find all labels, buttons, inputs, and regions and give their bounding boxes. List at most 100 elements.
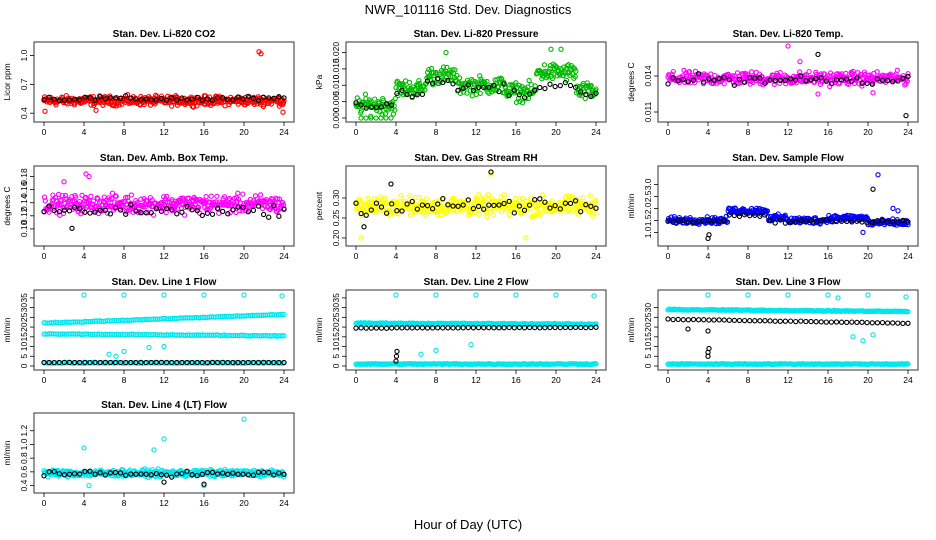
data-point [220,208,226,215]
data-point [143,96,149,102]
data-point [900,75,906,81]
data-point [179,209,185,215]
data-point [392,95,399,102]
data-point [767,77,773,83]
data-point [731,82,738,88]
data-point [121,292,127,298]
data-point [797,58,803,65]
x-tick-label: 20 [551,375,561,385]
data-point [757,75,763,81]
data-point [388,181,394,187]
data-point [388,115,394,121]
data-point [383,101,390,107]
data-point [511,325,517,331]
data-point [394,199,400,205]
data-point [358,102,364,108]
data-point [516,92,523,98]
data-point [549,75,556,82]
data-point [214,193,220,199]
x-tick-label: 20 [863,127,873,137]
data-point [353,100,359,106]
data-point [230,207,236,213]
data-point [818,75,824,81]
data-point [445,325,451,331]
x-tick-label: 4 [82,251,87,261]
data-point [276,94,282,100]
data-point [864,80,870,86]
data-point [748,69,755,75]
chart-title: Stan. Dev. Line 2 Flow [424,277,529,288]
data-point [76,201,82,207]
data-point [690,316,697,323]
data-point [890,78,896,85]
x-tick-label: 16 [199,498,209,508]
data-point [835,295,841,301]
data-point [519,100,526,106]
data-point [112,204,119,211]
data-point [869,81,875,87]
data-point [148,97,154,103]
data-point [777,318,783,324]
data-point [250,95,257,102]
y-tick-label: 0.12 [19,207,29,224]
data-point [437,79,443,85]
y-tick-label: 0.30 [331,189,341,206]
data-point [588,93,594,100]
x-tick-label: 12 [471,251,481,261]
data-point [874,320,881,326]
data-point [371,196,378,202]
data-point [726,77,732,83]
data-point [419,325,426,331]
data-point [119,199,125,205]
data-point [200,198,206,204]
data-point [60,210,67,217]
data-point [392,107,398,113]
data-point [373,115,379,121]
data-point [443,49,449,56]
data-point [130,209,136,215]
data-point [741,317,748,324]
data-point [726,317,732,323]
x-tick-label: 16 [199,375,209,385]
data-point [879,77,886,84]
data-point [548,46,554,52]
data-point [815,91,821,97]
data-point [214,205,221,212]
data-point [88,193,94,199]
data-point [163,97,170,103]
x-tick-label: 8 [746,127,751,137]
data-point [450,67,456,73]
x-tick-label: 24 [903,127,913,137]
data-point [782,77,789,84]
data-point [787,318,794,324]
y-tick-label: 0.20 [331,229,341,246]
data-point [380,97,387,104]
x-tick-label: 0 [354,127,359,137]
data-point [102,207,108,213]
data-point [701,317,707,323]
data-point [199,212,205,219]
data-point [52,194,59,201]
y-tick-label: 0.4 [19,107,29,119]
data-point [194,207,200,214]
x-tick-label: 20 [239,375,249,385]
data-point [276,196,283,202]
y-tick-label: 25 [643,312,653,322]
data-point [378,104,385,110]
data-point [174,94,180,100]
y-tick-label: 0.020 [331,42,341,64]
data-point [558,46,564,52]
x-tick-label: 12 [471,127,481,137]
data-point [117,207,124,213]
data-point [787,76,794,82]
x-tick-label: 0 [42,251,47,261]
data-point [519,195,526,202]
figure-title: NWR_101116 Std. Dev. Diagnostics [364,2,572,17]
data-point [490,212,497,218]
data-point [879,319,886,326]
x-tick-label: 24 [591,251,601,261]
data-point [895,320,901,326]
data-point [828,80,835,87]
